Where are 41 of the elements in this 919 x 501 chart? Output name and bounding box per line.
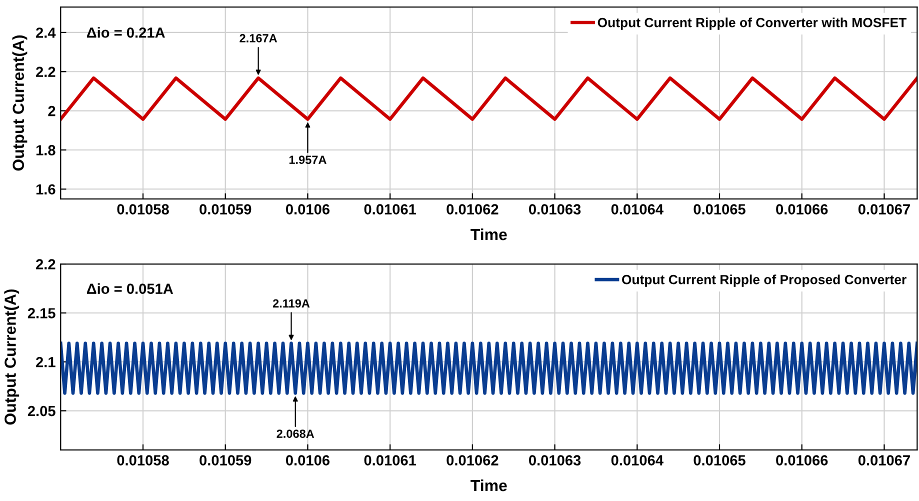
annotation: 2.068A bbox=[276, 430, 314, 438]
x-tick-label: 0.01064 bbox=[611, 455, 664, 466]
x-tick-label: 0.01061 bbox=[364, 455, 416, 466]
x-tick-label: 0.01063 bbox=[529, 455, 581, 466]
annotation: 1.957A bbox=[289, 156, 326, 164]
x-tick-label: 0.01067 bbox=[858, 204, 910, 214]
x-tick-label: 0.0106 bbox=[286, 455, 330, 466]
x-tick-label: 0.01059 bbox=[200, 204, 252, 214]
x-tick-label: 0.01058 bbox=[117, 204, 169, 214]
x-tick-label: 0.01059 bbox=[200, 455, 252, 466]
x-tick-label: 0.01058 bbox=[117, 455, 169, 466]
annotation: 2.167A bbox=[240, 34, 278, 42]
annotation: Δio = 0.21A bbox=[86, 27, 165, 38]
x-tick-label: 0.0106 bbox=[286, 204, 330, 214]
y-tick-label: 2 bbox=[48, 106, 56, 116]
y-tick-label: 2.4 bbox=[36, 28, 56, 38]
y-tick-label: 2.15 bbox=[28, 308, 56, 318]
y-tick-label: 2.2 bbox=[36, 66, 56, 77]
x-tick-label: 0.01063 bbox=[529, 204, 581, 214]
y-axis-title: Output Current(A) bbox=[12, 35, 28, 171]
y-tick-label: 2.05 bbox=[28, 406, 56, 416]
x-tick-label: 0.01066 bbox=[776, 455, 828, 466]
x-tick-label: 0.01062 bbox=[446, 455, 498, 466]
x-tick-label: 0.01065 bbox=[694, 204, 746, 214]
annotation: Δio = 0.051A bbox=[86, 283, 174, 294]
y-tick-label: 1.8 bbox=[36, 145, 56, 156]
x-tick-label: 0.01061 bbox=[364, 204, 416, 214]
x-tick-label: 0.01064 bbox=[611, 204, 664, 214]
x-tick-label: 0.01067 bbox=[858, 455, 910, 466]
legend-label: Output Current Ripple of Proposed Converter bbox=[622, 274, 906, 287]
legend-label: Output Current Ripple of Converter with MOSFET bbox=[598, 18, 906, 30]
x-tick-label: 0.01066 bbox=[776, 204, 828, 214]
y-tick-label: 1.6 bbox=[36, 184, 56, 195]
x-tick-label: 0.01065 bbox=[694, 455, 746, 466]
y-tick-label: 2.1 bbox=[36, 356, 56, 368]
y-axis-title: Output Current(A) bbox=[4, 289, 20, 425]
x-axis-title: Time bbox=[470, 228, 507, 240]
annotation: 2.119A bbox=[272, 299, 310, 308]
x-axis-title: Time bbox=[470, 479, 507, 492]
x-tick-label: 0.01062 bbox=[446, 204, 498, 214]
y-tick-label: 2.2 bbox=[36, 259, 56, 270]
